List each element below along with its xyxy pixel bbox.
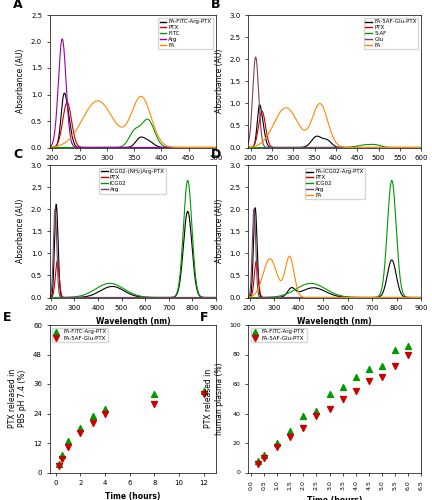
Y-axis label: PTX released in
human plasma (%): PTX released in human plasma (%) (204, 362, 224, 435)
Point (326, 405, 333, 413)
Point (391, 362, 398, 370)
X-axis label: Wavelength (nm): Wavelength (nm) (95, 316, 170, 326)
Point (378, 362, 385, 370)
Point (405, 350, 412, 358)
Point (365, 377, 372, 385)
Point (65, 442, 72, 450)
Point (300, 412, 307, 420)
Point (200, 388, 207, 396)
Legend: FA-FITC-Arg-PTX, PTX, FITC, Arg, FA: FA-FITC-Arg-PTX, PTX, FITC, Arg, FA (158, 18, 213, 50)
Point (200, 390, 207, 398)
Point (55, 460, 62, 468)
Point (151, 400, 158, 407)
X-axis label: Wavelength (nm): Wavelength (nm) (95, 166, 170, 175)
Point (274, 439, 281, 447)
X-axis label: Time (hours): Time (hours) (105, 492, 161, 500)
Point (287, 427, 294, 435)
Y-axis label: Absorbance (AU): Absorbance (AU) (215, 49, 224, 114)
Text: E: E (3, 310, 12, 324)
Text: C: C (13, 148, 22, 162)
Point (405, 342, 412, 349)
Point (89, 412, 96, 420)
Legend: FA-5AF-Glu-PTX, PTX, 5-AF, Glu, FA: FA-5AF-Glu-PTX, PTX, 5-AF, Glu, FA (364, 18, 419, 50)
Point (77, 429, 84, 437)
Point (313, 406, 320, 414)
Point (59, 452, 66, 460)
Text: D: D (210, 148, 221, 162)
Text: B: B (210, 0, 220, 12)
Point (274, 444, 281, 452)
Point (59, 455, 66, 463)
Point (352, 388, 359, 396)
Point (300, 424, 307, 432)
Point (352, 372, 359, 380)
Point (378, 372, 385, 380)
Point (391, 346, 398, 354)
Legend: FA-FITC-Arg-PTX, FA-5AF-Glu-PTX: FA-FITC-Arg-PTX, FA-5AF-Glu-PTX (52, 328, 108, 342)
Y-axis label: Absorbance (AU): Absorbance (AU) (16, 199, 25, 264)
Text: F: F (200, 310, 209, 324)
Legend: FA-ICG02-Arg-PTX, PTX, ICG02, Arg, FA: FA-ICG02-Arg-PTX, PTX, ICG02, Arg, FA (305, 168, 365, 200)
Point (254, 456, 261, 464)
Point (326, 390, 333, 398)
Point (365, 365, 372, 373)
Y-axis label: Absorbance (AU): Absorbance (AU) (215, 199, 224, 264)
Point (287, 433, 294, 441)
Text: A: A (13, 0, 23, 12)
Y-axis label: PTX released in
PBS pH 7.4 (%): PTX released in PBS pH 7.4 (%) (8, 369, 28, 428)
Point (151, 390, 158, 398)
Y-axis label: Absorbance (AU): Absorbance (AU) (16, 49, 25, 114)
Point (55, 462, 62, 470)
Point (65, 436, 72, 444)
Point (339, 395, 346, 403)
Point (77, 424, 84, 432)
Legend: FA-FITC-Arg-PTX, FA-5AF-Glu-PTX: FA-FITC-Arg-PTX, FA-5AF-Glu-PTX (251, 328, 307, 342)
Point (89, 420, 96, 428)
Point (102, 410, 108, 418)
Point (254, 460, 261, 468)
X-axis label: Wavelength (nm): Wavelength (nm) (298, 316, 372, 326)
X-axis label: Wavelength (nm): Wavelength (nm) (298, 166, 372, 175)
Legend: ICG02-(NH₂)Arg-PTX, PTX, ICG02, Arg: ICG02-(NH₂)Arg-PTX, PTX, ICG02, Arg (99, 168, 166, 194)
Point (313, 412, 320, 420)
Point (260, 454, 267, 462)
Point (260, 451, 267, 459)
Point (102, 404, 108, 412)
Point (339, 383, 346, 391)
X-axis label: Time (hours): Time (hours) (307, 496, 362, 500)
